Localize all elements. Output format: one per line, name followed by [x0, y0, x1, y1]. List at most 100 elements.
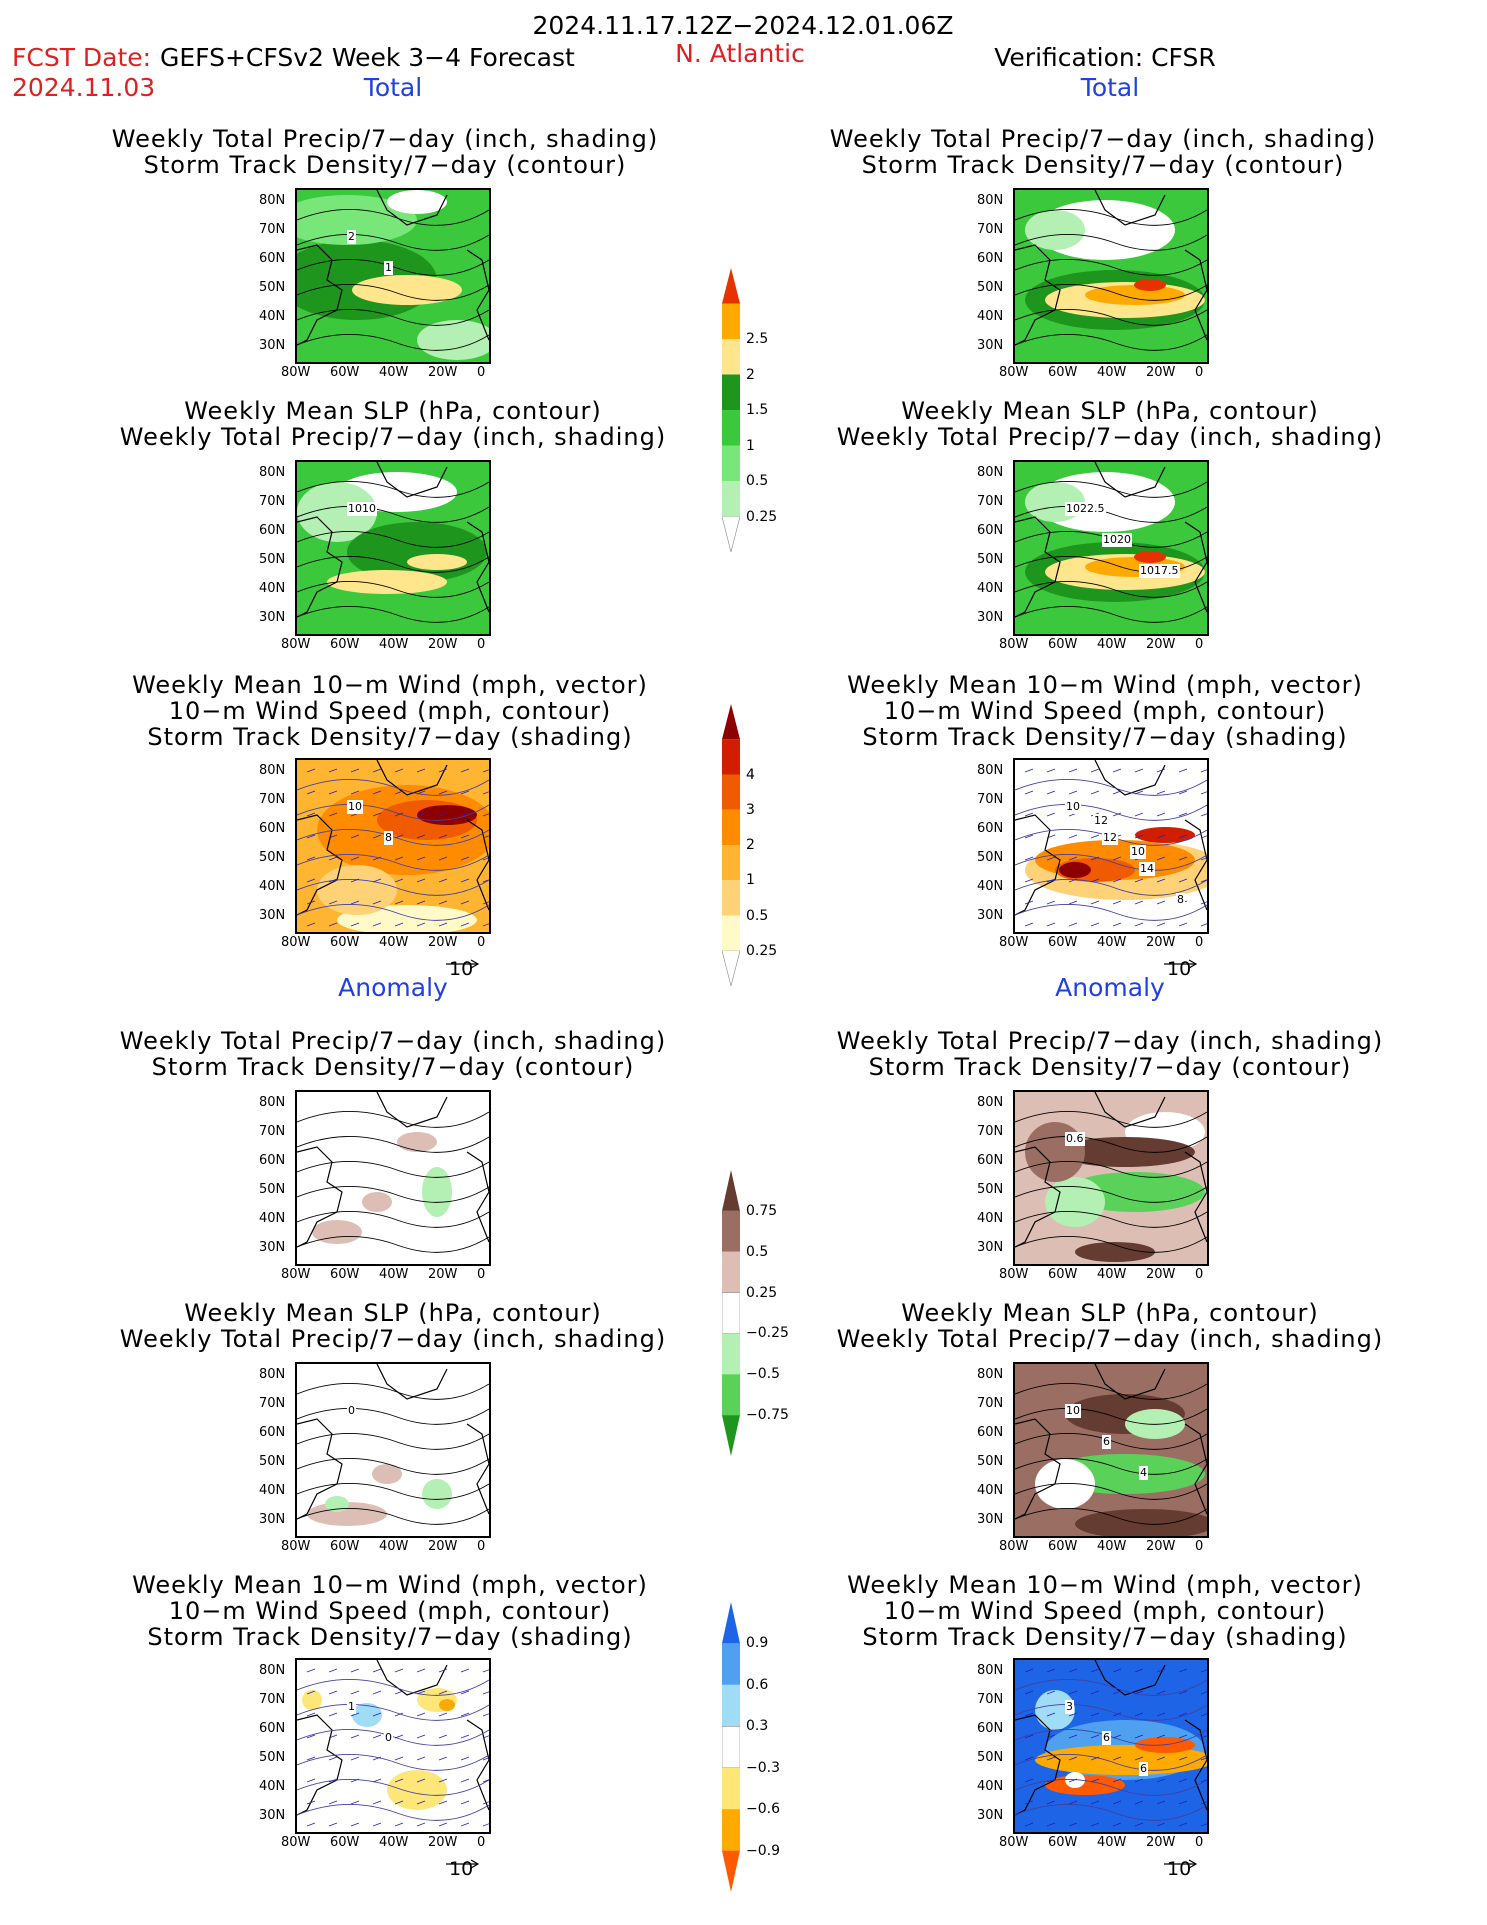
wind-vector — [1068, 834, 1078, 839]
lat-tick-label: 70N — [977, 1692, 1004, 1707]
colorbar-label: 0.25 — [746, 508, 778, 525]
lon-tick-label: 80W — [281, 1539, 311, 1554]
contour-label: 1020 — [1102, 533, 1132, 547]
lon-tick-label: 0 — [477, 935, 486, 950]
wind-vector — [372, 922, 382, 927]
wind-vector — [416, 1800, 426, 1805]
map-panel-l3: 10 8 — [295, 758, 491, 934]
lon-tick-label: 80W — [281, 1835, 311, 1850]
wind-vector — [1156, 1778, 1166, 1783]
colorbar-precip_anom — [721, 1170, 741, 1456]
period-title: 2024.11.17.12Z−2024.12.01.06Z — [532, 11, 954, 40]
wind-vector — [438, 1756, 448, 1761]
colorbar-swatch — [722, 809, 740, 845]
contour-label: 1010 — [347, 502, 377, 516]
panel-title-l6: Weekly Mean 10−m Wind (mph, vector) 10−m… — [132, 1572, 648, 1650]
lat-tick-label: 70N — [259, 792, 286, 807]
colorbar-label: 0.3 — [746, 1718, 769, 1735]
wind-vector — [482, 1757, 489, 1761]
colorbar-swatch — [721, 516, 741, 553]
fcst-date-label: FCST Date: — [12, 43, 152, 72]
lat-tick-label: 60N — [259, 821, 286, 836]
shading-region — [1025, 210, 1085, 250]
wind-vector — [416, 1734, 426, 1739]
wind-vector — [1024, 878, 1034, 883]
wind-vector — [328, 768, 338, 773]
region-title: N. Atlantic — [675, 39, 805, 68]
contour-line — [297, 1236, 489, 1253]
wind-vector — [394, 1712, 404, 1717]
lon-tick-label: 0 — [1195, 1835, 1204, 1850]
shading-region — [297, 195, 417, 245]
wind-vector — [1024, 922, 1034, 927]
wind-vector — [416, 856, 426, 861]
lon-tick-label: 80W — [999, 365, 1029, 380]
shading-region — [302, 1690, 322, 1710]
contour-label: 0 — [384, 1731, 393, 1745]
colorbar-swatch — [722, 1251, 740, 1293]
wind-vector — [350, 1800, 360, 1805]
lat-tick-label: 40N — [259, 1211, 286, 1226]
wind-vector — [372, 1800, 382, 1805]
lon-tick-label: 20W — [1146, 1539, 1176, 1554]
lat-tick-label: 50N — [977, 1182, 1004, 1197]
wind-vector — [394, 900, 404, 905]
lat-tick-label: 40N — [977, 581, 1004, 596]
lon-tick-label: 40W — [1097, 1835, 1127, 1850]
contour-label: 6 — [1139, 1762, 1148, 1776]
wind-vector — [460, 922, 470, 927]
lat-tick-label: 30N — [977, 338, 1004, 353]
contour-line — [1015, 1136, 1207, 1153]
colorbar-swatch — [722, 1210, 740, 1252]
panel-title-r6: Weekly Mean 10−m Wind (mph, vector) 10−m… — [847, 1572, 1363, 1650]
wind-vector — [306, 1668, 316, 1673]
contour-line — [297, 1779, 489, 1796]
wind-vector — [372, 1756, 382, 1761]
section-total-right: Total — [1080, 73, 1140, 102]
wind-vector — [482, 1691, 489, 1695]
wind-vector — [438, 1712, 448, 1717]
lon-tick-label: 20W — [1146, 1835, 1176, 1850]
panel-title-line: Storm Track Density/7−day (shading) — [147, 723, 633, 751]
lon-tick-label: 40W — [379, 1835, 409, 1850]
contour-label: 8 — [384, 831, 393, 845]
coastline — [1015, 1364, 1207, 1520]
lon-tick-label: 40W — [379, 637, 409, 652]
lat-tick-label: 80N — [977, 1367, 1004, 1382]
wind-vector — [1046, 1712, 1056, 1717]
lat-tick-label: 40N — [259, 879, 286, 894]
shading-region — [1055, 1137, 1195, 1167]
lon-tick-label: 40W — [1097, 365, 1127, 380]
contour-line — [297, 904, 489, 921]
lat-tick-label: 60N — [259, 1153, 286, 1168]
wind-vector — [1200, 1691, 1207, 1695]
wind-vector — [1178, 922, 1188, 927]
wind-vector — [1112, 922, 1122, 927]
colorbar-swatch — [722, 445, 740, 481]
lat-tick-label: 80N — [977, 193, 1004, 208]
contour-line — [1015, 259, 1207, 276]
wind-vector — [328, 1734, 338, 1739]
contour-line — [297, 1186, 489, 1203]
contour-line — [1015, 1408, 1207, 1425]
shading-region — [422, 1479, 452, 1509]
lat-tick-label: 30N — [977, 1808, 1004, 1823]
lon-tick-label: 60W — [1048, 935, 1078, 950]
shading-region — [1134, 551, 1166, 563]
lon-tick-label: 20W — [428, 637, 458, 652]
wind-vector — [394, 1800, 404, 1805]
wind-vector — [394, 1822, 404, 1827]
lon-tick-label: 20W — [1146, 637, 1176, 652]
wind-vector — [460, 768, 470, 773]
contour-line — [1015, 879, 1207, 896]
lat-tick-label: 70N — [977, 494, 1004, 509]
wind-vector — [416, 1690, 426, 1695]
lon-tick-label: 80W — [281, 935, 311, 950]
contour-line — [1015, 606, 1207, 623]
wind-vector — [306, 1690, 316, 1695]
lon-tick-label: 40W — [379, 1267, 409, 1282]
lat-tick-label: 40N — [259, 1779, 286, 1794]
panel-title-l3: Weekly Mean 10−m Wind (mph, vector) 10−m… — [132, 672, 648, 750]
colorbar-precip_total — [721, 268, 741, 553]
